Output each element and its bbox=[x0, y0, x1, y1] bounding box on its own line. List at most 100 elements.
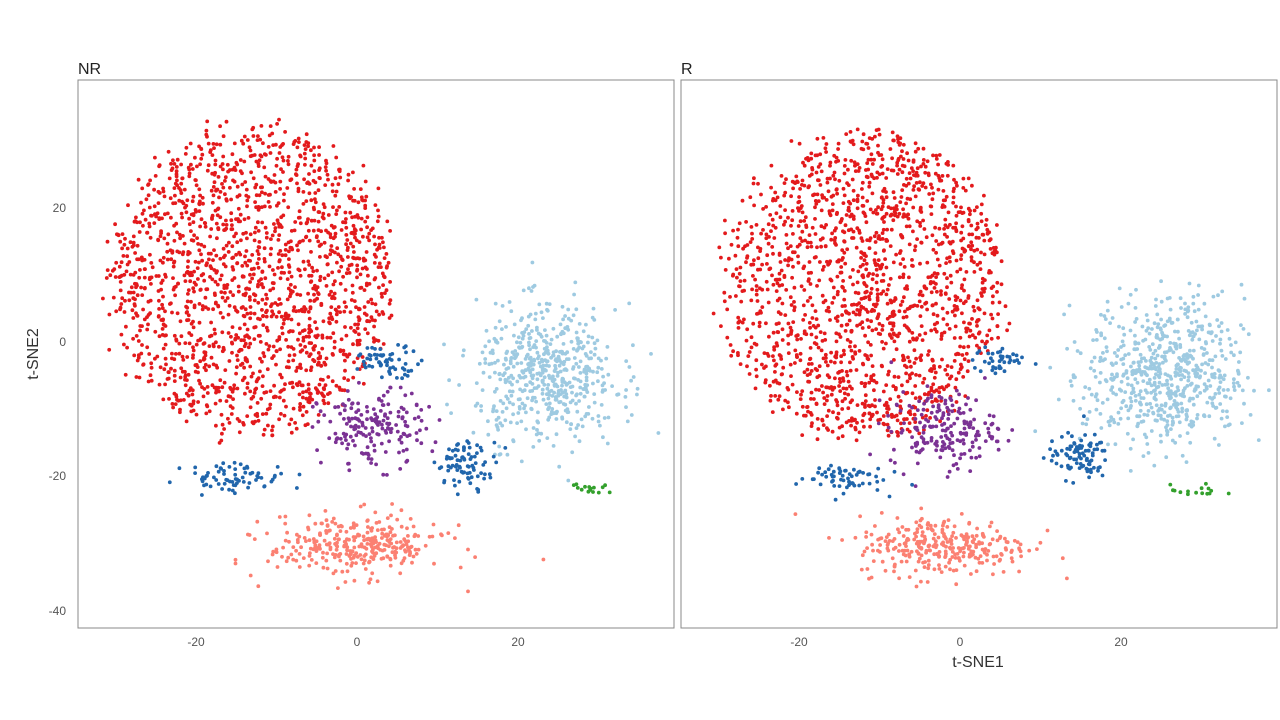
scatter-point bbox=[389, 430, 393, 435]
scatter-point bbox=[539, 334, 544, 339]
scatter-point bbox=[740, 320, 745, 325]
scatter-point bbox=[266, 145, 271, 149]
scatter-point bbox=[347, 537, 351, 542]
scatter-point bbox=[899, 195, 904, 199]
scatter-point bbox=[249, 374, 254, 379]
scatter-point bbox=[736, 244, 741, 249]
scatter-point bbox=[388, 229, 392, 233]
scatter-point bbox=[473, 404, 478, 408]
scatter-point bbox=[207, 409, 212, 414]
scatter-point bbox=[1185, 384, 1190, 388]
scatter-point bbox=[187, 174, 192, 179]
scatter-point bbox=[778, 260, 783, 264]
scatter-point bbox=[330, 317, 335, 322]
scatter-point bbox=[284, 311, 288, 316]
scatter-point bbox=[301, 202, 306, 206]
scatter-point bbox=[570, 450, 575, 455]
scatter-point bbox=[574, 307, 579, 312]
scatter-point bbox=[549, 412, 554, 417]
scatter-point bbox=[831, 285, 836, 290]
scatter-point bbox=[815, 136, 820, 141]
scatter-point bbox=[457, 383, 461, 387]
scatter-point bbox=[216, 482, 221, 486]
scatter-point bbox=[792, 250, 797, 255]
scatter-point bbox=[808, 295, 813, 300]
scatter-point bbox=[870, 162, 875, 166]
scatter-point bbox=[1145, 442, 1150, 446]
scatter-point bbox=[758, 286, 762, 291]
scatter-point bbox=[359, 451, 364, 455]
scatter-point bbox=[591, 381, 595, 386]
scatter-point bbox=[1196, 307, 1201, 312]
scatter-point bbox=[1167, 316, 1172, 321]
scatter-point bbox=[186, 313, 191, 318]
scatter-point bbox=[635, 392, 639, 397]
scatter-point bbox=[145, 345, 150, 350]
scatter-point bbox=[311, 286, 316, 291]
scatter-point bbox=[323, 165, 328, 170]
scatter-point bbox=[277, 258, 282, 262]
scatter-point bbox=[367, 353, 372, 357]
scatter-point bbox=[1145, 318, 1150, 323]
scatter-point bbox=[846, 392, 851, 397]
scatter-point bbox=[416, 547, 421, 552]
scatter-point bbox=[1221, 388, 1226, 392]
scatter-point bbox=[423, 543, 428, 548]
scatter-point bbox=[766, 241, 771, 246]
scatter-point bbox=[292, 305, 297, 310]
scatter-point bbox=[133, 303, 137, 308]
scatter-point bbox=[273, 229, 277, 234]
scatter-point bbox=[814, 387, 818, 392]
scatter-point bbox=[860, 139, 865, 144]
scatter-point bbox=[987, 238, 992, 243]
scatter-point bbox=[800, 210, 805, 215]
scatter-point bbox=[879, 363, 884, 368]
scatter-point bbox=[241, 141, 246, 146]
scatter-point bbox=[786, 342, 791, 346]
scatter-point bbox=[751, 321, 756, 326]
scatter-point bbox=[1139, 359, 1143, 364]
scatter-point bbox=[881, 414, 886, 418]
scatter-point bbox=[895, 160, 900, 165]
scatter-point bbox=[344, 233, 349, 237]
scatter-point bbox=[342, 408, 347, 413]
scatter-point bbox=[901, 315, 906, 320]
scatter-point bbox=[815, 153, 820, 158]
scatter-point bbox=[951, 195, 956, 200]
scatter-point bbox=[518, 387, 522, 392]
scatter-point bbox=[311, 347, 316, 352]
scatter-point bbox=[335, 532, 339, 537]
scatter-point bbox=[549, 337, 554, 342]
scatter-point bbox=[247, 335, 252, 340]
scatter-point bbox=[832, 238, 837, 243]
scatter-point bbox=[587, 405, 591, 409]
scatter-point bbox=[283, 253, 288, 258]
scatter-point bbox=[166, 232, 171, 237]
scatter-point bbox=[152, 187, 157, 192]
scatter-point bbox=[591, 369, 595, 374]
scatter-point bbox=[504, 325, 508, 329]
scatter-point bbox=[1188, 348, 1192, 353]
scatter-point bbox=[296, 186, 301, 191]
scatter-point bbox=[534, 386, 539, 390]
scatter-point bbox=[792, 285, 797, 290]
scatter-point bbox=[276, 266, 280, 270]
scatter-point bbox=[325, 172, 330, 177]
scatter-point bbox=[337, 537, 341, 542]
scatter-point bbox=[468, 481, 473, 486]
scatter-point bbox=[1108, 419, 1113, 423]
scatter-point bbox=[789, 374, 793, 378]
scatter-point bbox=[853, 427, 858, 432]
scatter-point bbox=[187, 216, 192, 221]
scatter-point bbox=[888, 244, 893, 249]
scatter-point bbox=[735, 235, 740, 240]
scatter-point bbox=[927, 349, 931, 353]
scatter-point bbox=[531, 445, 536, 449]
scatter-point bbox=[511, 402, 515, 407]
scatter-point bbox=[287, 353, 292, 358]
scatter-point bbox=[222, 380, 227, 385]
scatter-point bbox=[245, 311, 250, 316]
scatter-point bbox=[605, 345, 610, 349]
scatter-point bbox=[928, 204, 933, 209]
scatter-point bbox=[770, 217, 775, 222]
